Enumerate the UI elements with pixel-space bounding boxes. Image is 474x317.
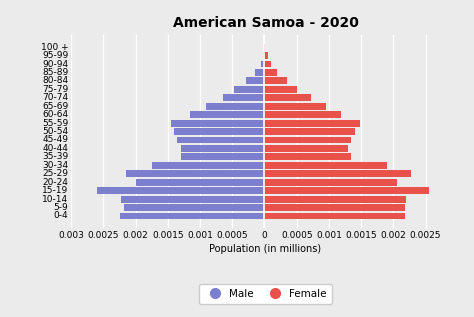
Bar bbox=[191, 111, 264, 118]
Bar bbox=[126, 170, 264, 177]
Bar bbox=[152, 162, 264, 169]
Bar bbox=[181, 145, 264, 152]
Bar bbox=[207, 103, 264, 110]
Bar bbox=[264, 170, 411, 177]
Bar bbox=[264, 61, 271, 68]
Bar bbox=[264, 111, 340, 118]
Bar bbox=[171, 120, 264, 126]
Bar bbox=[264, 204, 405, 211]
Title: American Samoa - 2020: American Samoa - 2020 bbox=[173, 16, 358, 29]
Bar bbox=[264, 44, 265, 51]
Bar bbox=[124, 204, 264, 211]
Bar bbox=[264, 69, 277, 76]
Bar bbox=[264, 128, 355, 135]
Bar bbox=[177, 137, 264, 144]
Bar bbox=[264, 86, 297, 93]
Bar bbox=[264, 137, 352, 144]
Bar bbox=[264, 145, 348, 152]
Bar bbox=[264, 196, 406, 203]
Bar bbox=[264, 153, 352, 160]
Bar bbox=[264, 179, 397, 186]
Bar bbox=[121, 196, 264, 203]
Bar bbox=[181, 153, 264, 160]
Bar bbox=[264, 187, 429, 194]
Bar bbox=[264, 212, 405, 219]
Bar bbox=[263, 52, 264, 59]
Bar bbox=[246, 77, 264, 84]
Bar bbox=[264, 162, 387, 169]
Bar bbox=[264, 77, 287, 84]
Bar bbox=[234, 86, 264, 93]
Bar bbox=[261, 61, 264, 68]
Legend: Male, Female: Male, Female bbox=[199, 284, 332, 304]
Bar bbox=[264, 103, 326, 110]
Bar bbox=[264, 52, 268, 59]
Bar bbox=[97, 187, 264, 194]
Bar bbox=[223, 94, 264, 101]
Bar bbox=[174, 128, 264, 135]
X-axis label: Population (in millions): Population (in millions) bbox=[210, 244, 321, 254]
Bar bbox=[255, 69, 264, 76]
Bar bbox=[136, 179, 264, 186]
Bar bbox=[120, 212, 264, 219]
Bar bbox=[264, 120, 360, 126]
Bar bbox=[264, 94, 311, 101]
